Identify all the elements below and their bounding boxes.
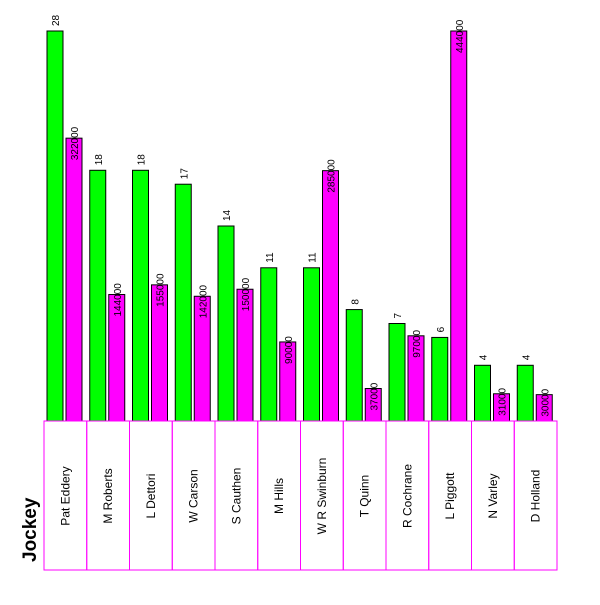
category-label: Pat Eddery bbox=[58, 466, 72, 525]
x-axis-label: Jockey bbox=[20, 497, 41, 562]
bar-prize-money bbox=[322, 170, 339, 422]
data-label: 11 bbox=[265, 252, 276, 263]
data-label: 150000 bbox=[241, 277, 252, 311]
category-label: W Carson bbox=[187, 469, 201, 522]
data-label: 18 bbox=[137, 154, 148, 166]
data-label: 8 bbox=[350, 299, 361, 305]
bar-wins bbox=[132, 169, 149, 422]
bar-wins bbox=[46, 30, 64, 422]
data-label: 6 bbox=[436, 326, 447, 332]
data-label: 17 bbox=[179, 168, 190, 180]
category-label: W R Swinburn bbox=[315, 458, 329, 535]
category-label: S Cauthen bbox=[229, 468, 243, 525]
category-label: L Piggott bbox=[443, 472, 457, 520]
data-label: 18 bbox=[94, 154, 105, 166]
bar-wins bbox=[174, 183, 192, 422]
category-cell bbox=[513, 420, 558, 571]
bar-wins bbox=[217, 225, 235, 422]
bar-prize-money bbox=[450, 30, 468, 422]
data-label: 7 bbox=[393, 313, 404, 319]
data-label: 155000 bbox=[156, 273, 167, 307]
category-label: N Varley bbox=[486, 473, 500, 518]
bar-wins bbox=[345, 309, 363, 422]
data-label: 4 bbox=[479, 354, 490, 360]
category-label: M Roberts bbox=[101, 468, 115, 523]
data-label: 37000 bbox=[369, 382, 380, 410]
bar-wins bbox=[431, 336, 449, 422]
data-label: 30000 bbox=[540, 388, 551, 416]
category-label: R Cochrane bbox=[400, 464, 414, 528]
category-label: M Hills bbox=[272, 478, 286, 514]
data-label: 285000 bbox=[327, 159, 338, 193]
category-label: L Dettori bbox=[144, 474, 158, 519]
category-label: T Quinn bbox=[358, 475, 372, 517]
data-label: 90000 bbox=[284, 336, 295, 364]
bar-wins bbox=[474, 364, 491, 422]
bar-wins bbox=[388, 323, 406, 422]
bar-wins bbox=[303, 267, 320, 422]
data-label: 31000 bbox=[498, 388, 509, 416]
data-label: 11 bbox=[308, 252, 319, 263]
bar-wins bbox=[89, 169, 107, 422]
data-label: 14 bbox=[222, 209, 233, 221]
bar-wins bbox=[516, 364, 534, 422]
data-label: 322000 bbox=[70, 126, 81, 160]
data-label: 142000 bbox=[198, 284, 209, 318]
data-label: 444000 bbox=[455, 19, 466, 53]
bar-wins bbox=[260, 267, 278, 422]
data-label: 144000 bbox=[113, 283, 124, 317]
data-label: 97000 bbox=[412, 330, 423, 358]
data-label: 4 bbox=[521, 354, 532, 360]
bar-prize-money bbox=[65, 137, 83, 422]
data-label: 28 bbox=[51, 14, 62, 26]
category-label: D Holland bbox=[529, 470, 543, 523]
